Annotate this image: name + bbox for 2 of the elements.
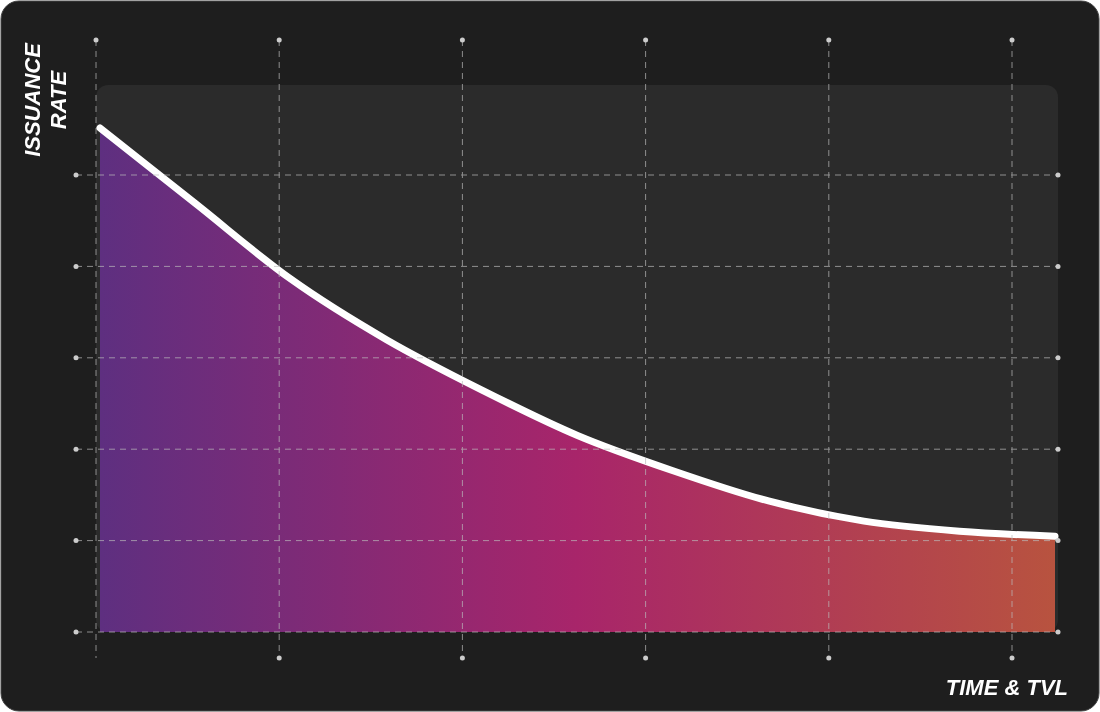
x-axis-title: TIME & TVL [945, 675, 1068, 700]
y-axis-title: ISSUANCE RATE [20, 41, 71, 157]
